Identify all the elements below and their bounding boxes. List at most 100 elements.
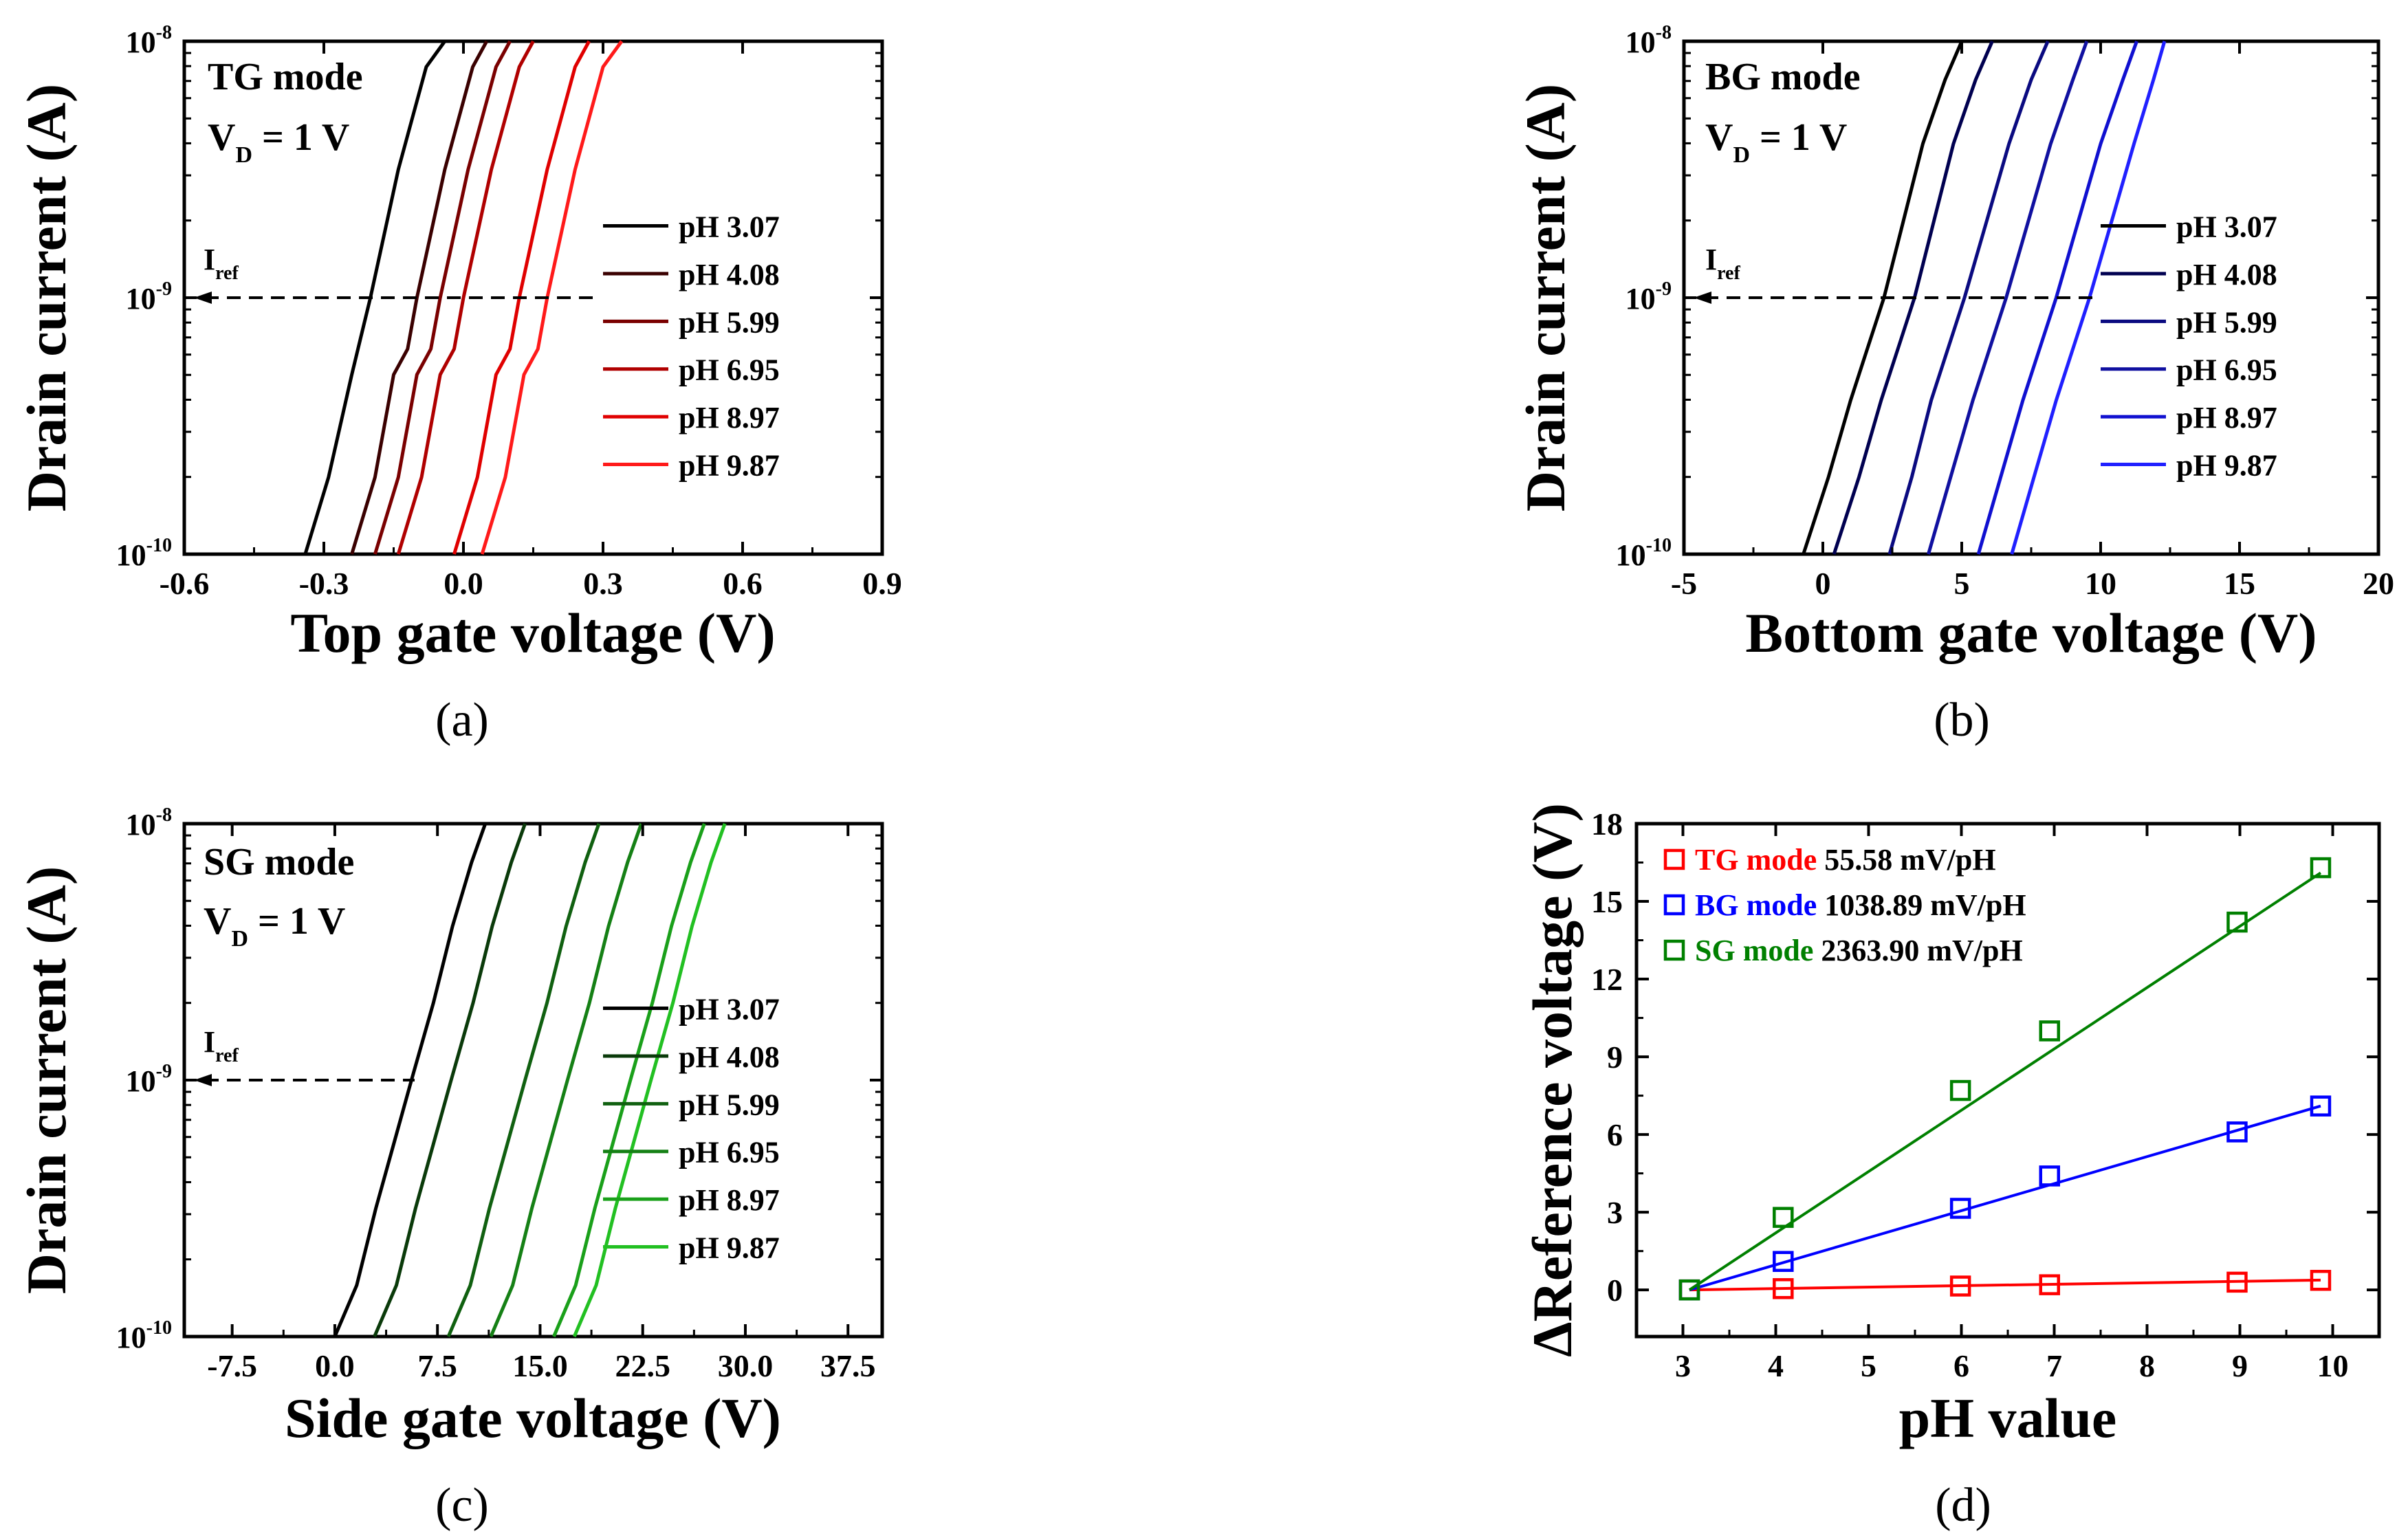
legend-label: pH 9.87 <box>679 1231 780 1264</box>
legend-label: pH 4.08 <box>679 1040 780 1074</box>
y-axis-label: Drain current (A) <box>1514 84 1577 512</box>
x-tick-label: 0.6 <box>723 566 763 601</box>
legend-label: pH 8.97 <box>2176 401 2277 435</box>
series-line <box>552 823 706 1337</box>
panel-caption: (a) <box>435 694 489 747</box>
y-tick-label: 10-8 <box>1626 22 1672 59</box>
legend: pH 3.07 pH 4.08 pH 5.99 pH 6.95 pH 8.97 pH 9.… <box>603 993 780 1264</box>
x-ticks: -5 0 5 10 15 20 <box>1671 41 2394 601</box>
iref-arrow-head <box>194 1074 212 1086</box>
x-ticks: -7.5 0.0 7.5 15.0 22.5 30.0 37.5 <box>207 824 875 1383</box>
y-tick-label: 10-9 <box>1626 278 1672 316</box>
x-axis-label: Side gate voltage (V) <box>285 1387 781 1449</box>
legend-label: pH 8.97 <box>679 401 780 435</box>
drain-voltage-label: VD = 1 V <box>208 116 349 168</box>
y-tick-label: 10-8 <box>126 804 172 842</box>
iref-arrow-head <box>194 292 212 304</box>
data-marker <box>2039 1165 2060 1187</box>
legend-label: pH 6.95 <box>2176 353 2277 387</box>
legend-label: SG mode 2363.90 mV/pH <box>1695 934 2023 967</box>
data-marker <box>1949 1275 1971 1297</box>
legend-label: pH 9.87 <box>2176 448 2277 482</box>
fit-line <box>1689 1104 2321 1292</box>
x-tick-label: 5 <box>1954 566 1970 601</box>
panel-title: SG mode <box>204 841 354 883</box>
x-ticks: 3 4 5 6 7 8 9 10 <box>1675 824 2349 1383</box>
series-line <box>452 40 591 555</box>
y-tick-label: 10-10 <box>116 535 172 572</box>
data-marker <box>2310 857 2332 879</box>
x-tick-label: 7.5 <box>417 1348 457 1383</box>
y-ticks: 10-10 10-9 10-8 <box>116 804 882 1354</box>
data-marker <box>1949 1079 1971 1101</box>
y-tick-label: 10-10 <box>1616 535 1672 572</box>
legend: pH 3.07 pH 4.08 pH 5.99 pH 6.95 pH 8.97 pH 9.… <box>2101 210 2277 482</box>
legend-label: pH 4.08 <box>2176 258 2277 292</box>
panel-caption: (d) <box>1935 1479 1991 1532</box>
series-line <box>396 40 535 555</box>
x-tick-label: 22.5 <box>615 1348 670 1383</box>
x-tick-label: -7.5 <box>207 1348 257 1383</box>
drain-voltage-label: VD = 1 V <box>1705 116 1847 168</box>
x-axis-label: pH value <box>1899 1387 2117 1449</box>
iref-marker: Iref <box>194 243 601 304</box>
legend-label: pH 3.07 <box>2176 210 2277 244</box>
x-tick-label: 0.0 <box>444 566 483 601</box>
legend-marker <box>1663 848 1685 870</box>
data-marker <box>2226 1121 2248 1143</box>
legend-label: pH 6.95 <box>679 353 780 387</box>
data-marker <box>2039 1274 2060 1295</box>
x-tick-label: 8 <box>2139 1348 2155 1383</box>
x-tick-label: -0.3 <box>299 566 349 601</box>
y-tick-label: 10-10 <box>116 1317 172 1354</box>
x-tick-label: -0.6 <box>160 566 210 601</box>
x-tick-label: 0.0 <box>315 1348 355 1383</box>
legend: TG mode 55.58 mV/pH BG mode 1038.89 mV/pH… <box>1663 843 2026 967</box>
data-marker <box>2039 1020 2060 1042</box>
y-tick-label: 10-9 <box>126 278 172 316</box>
series-line <box>572 823 727 1337</box>
y-tick-label: 6 <box>1607 1117 1623 1152</box>
iref-marker: Iref <box>194 1025 415 1086</box>
data-markers <box>1678 857 2332 1301</box>
data-marker <box>2310 1095 2332 1117</box>
panel-b: -5 0 5 10 15 20 10-10 10-9 10-8 Iref BG mode VD… <box>1514 22 2394 747</box>
y-tick-label: 0 <box>1607 1273 1623 1308</box>
y-tick-label: 10-8 <box>126 22 172 59</box>
legend-label: pH 4.08 <box>679 258 780 292</box>
x-tick-label: 30.0 <box>718 1348 774 1383</box>
series-line <box>1887 41 2050 555</box>
data-marker <box>1773 1278 1794 1299</box>
x-tick-label: 20 <box>2363 566 2394 601</box>
iref-label: Iref <box>204 243 239 284</box>
panel-caption: (c) <box>435 1479 489 1532</box>
legend-label: pH 5.99 <box>679 305 780 339</box>
series-line <box>373 823 527 1337</box>
series-line <box>480 40 624 555</box>
data-marker <box>2310 1269 2332 1291</box>
legend-label: pH 5.99 <box>2176 305 2277 339</box>
x-tick-label: 15.0 <box>512 1348 568 1383</box>
data-marker <box>1678 1279 1700 1301</box>
iref-marker: Iref <box>1694 243 2099 304</box>
legend-label: pH 3.07 <box>679 210 780 244</box>
legend-label: pH 5.99 <box>679 1088 780 1121</box>
x-tick-label: 3 <box>1675 1348 1691 1383</box>
data-marker <box>1773 1207 1794 1228</box>
series-line <box>489 823 644 1337</box>
legend-label: pH 9.87 <box>679 448 780 482</box>
series-layer <box>1802 41 2167 555</box>
x-ticks: -0.6 -0.3 0.0 0.3 0.6 0.9 <box>160 41 902 601</box>
fit-line <box>1689 1278 2321 1292</box>
series-line <box>373 40 512 555</box>
x-tick-label: 10 <box>2317 1348 2349 1383</box>
x-tick-label: -5 <box>1671 566 1697 601</box>
legend-label: BG mode 1038.89 mV/pH <box>1695 888 2026 922</box>
x-tick-label: 7 <box>2046 1348 2062 1383</box>
y-ticks: 10-10 10-9 10-8 <box>1616 22 2378 572</box>
panel-caption: (b) <box>1934 694 1990 747</box>
panel-title: TG mode <box>208 56 363 98</box>
iref-label: Iref <box>1705 243 1740 284</box>
legend-label: pH 3.07 <box>679 993 780 1026</box>
